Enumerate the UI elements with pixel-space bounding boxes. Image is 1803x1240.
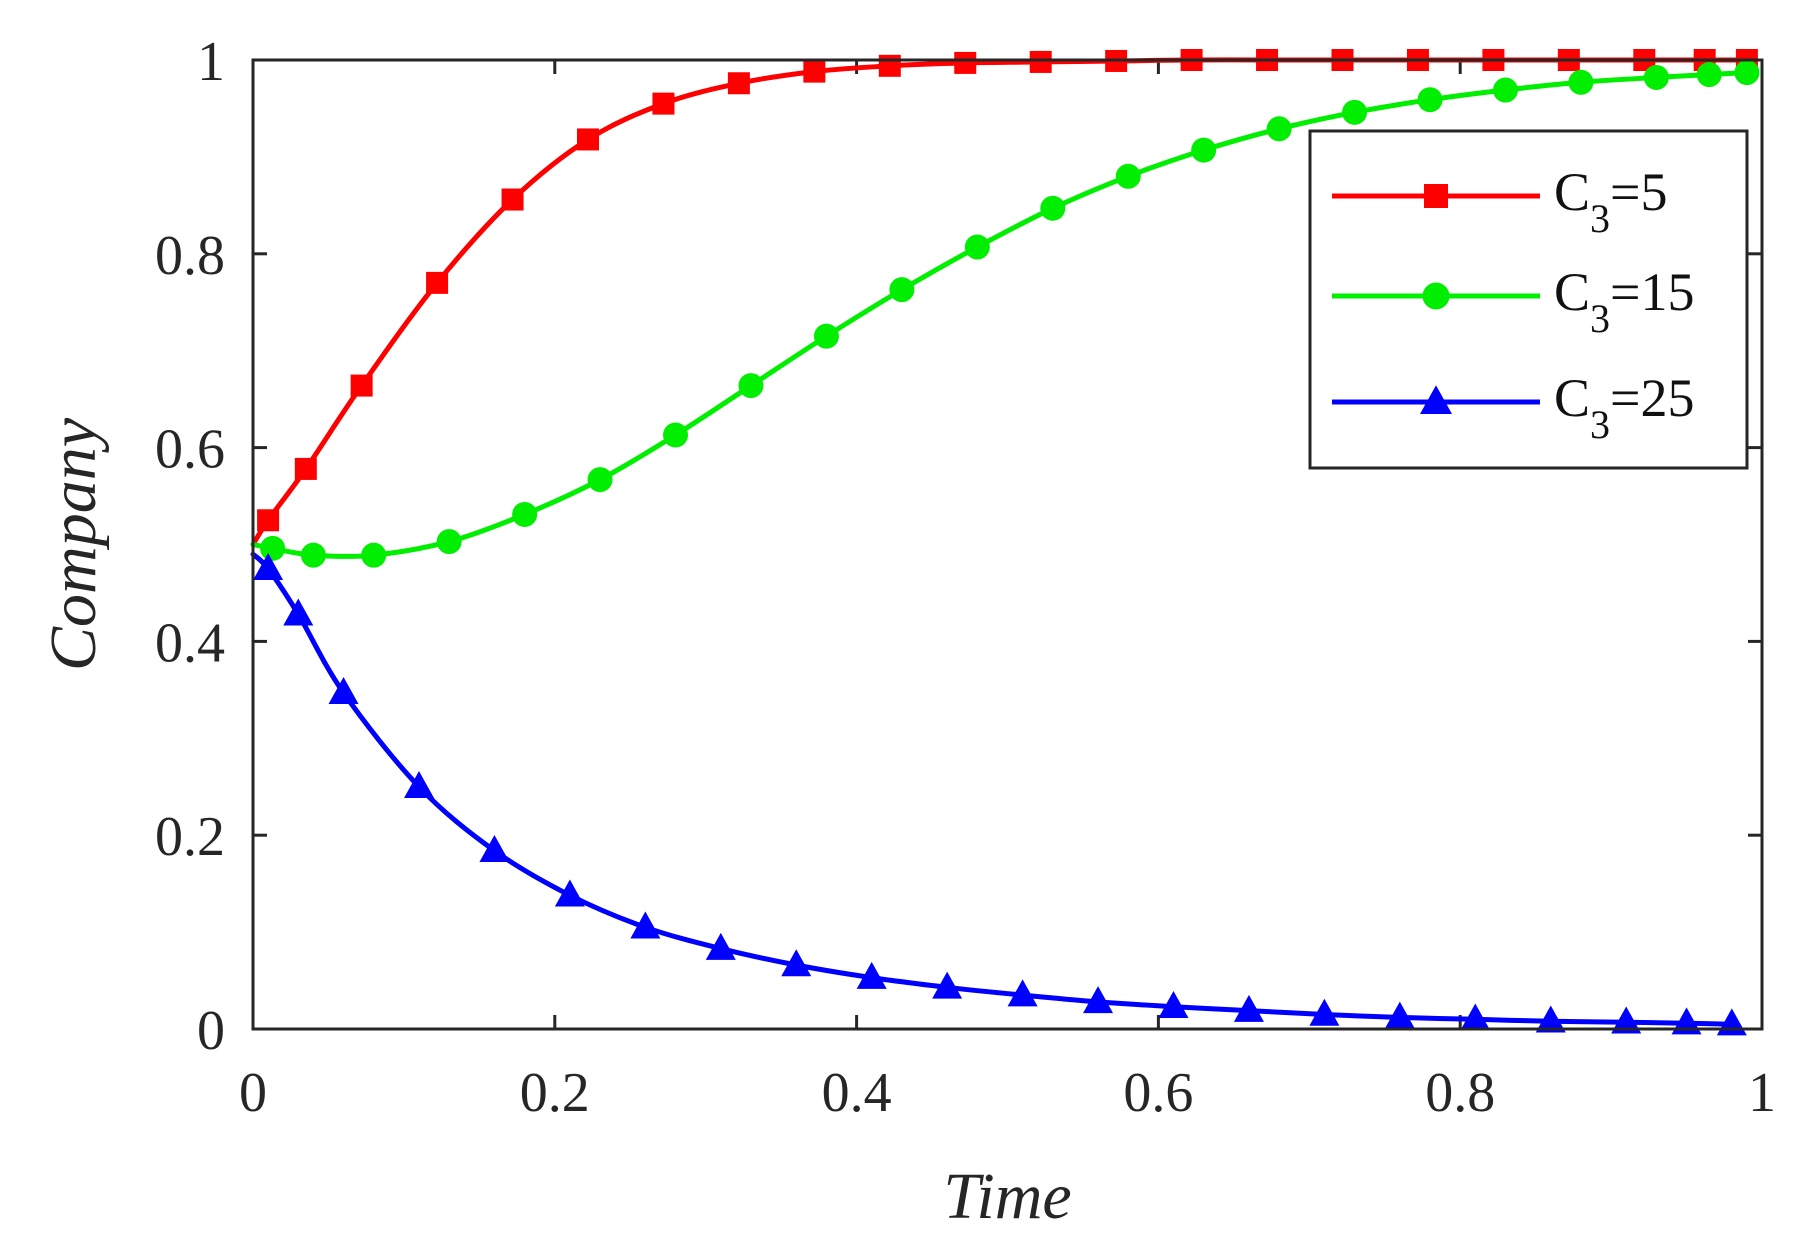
data-point [803,60,826,83]
data-point [630,911,661,939]
data-point [1007,979,1038,1007]
data-point [403,771,434,798]
series-2 [250,551,1747,1036]
data-point [781,949,812,977]
x-tick-label: 0.6 [1123,1062,1193,1124]
legend-label-main: C [1554,262,1590,322]
data-point [1266,116,1292,142]
legend-label-subscript: 3 [1590,196,1610,241]
data-point [1734,60,1760,86]
legend-marker [1422,282,1450,310]
data-point [1568,69,1594,95]
y-tick-label: 0.6 [155,419,225,481]
data-point [1191,137,1217,163]
data-point [705,932,736,960]
data-point [1384,1001,1415,1029]
data-point [856,961,887,989]
data-point [663,422,689,448]
data-point [350,374,373,397]
data-point [1158,990,1189,1018]
x-tick-label: 0.4 [822,1062,892,1124]
x-tick-label: 1 [1748,1062,1776,1124]
data-point [253,552,284,580]
x-axis-ticks: 0 0.2 0.4 0.6 0.8 1 [239,60,1776,1124]
series-1 [250,60,1760,568]
x-tick-label: 0.8 [1425,1062,1495,1124]
y-tick-label: 0.2 [155,806,225,868]
data-point [1535,1005,1566,1033]
data-point [954,51,977,74]
legend-entry: C3=5 [1332,162,1668,241]
legend-marker [1424,184,1448,208]
data-point [1309,998,1340,1026]
data-point [1611,1006,1642,1034]
data-point [1696,62,1722,88]
data-point [738,373,764,399]
legend-label: C3=5 [1554,162,1668,241]
legend-label-main: C [1554,368,1590,428]
data-point [1460,1003,1491,1031]
legend-label-subscript: 3 [1590,296,1610,341]
data-point [813,323,839,349]
data-point [576,128,599,151]
x-axis-label: Time [943,1160,1071,1233]
data-point [652,92,675,115]
data-point [1040,195,1066,221]
data-point [294,457,317,480]
data-point [587,467,613,493]
legend-label-rest: =25 [1610,368,1694,428]
legend-label: C3=15 [1554,262,1695,341]
y-axis-label: Company [37,417,110,671]
y-tick-label: 1 [197,31,225,93]
data-point [501,188,524,211]
legend-box [1308,129,1749,470]
legend-label-rest: =15 [1610,262,1694,322]
data-point [964,234,990,260]
y-tick-label: 0 [197,1000,225,1062]
x-tick-label: 0.2 [520,1062,590,1124]
data-point [1083,986,1114,1014]
data-point [257,509,280,532]
data-point [300,542,326,568]
legend-label-subscript: 3 [1590,402,1610,447]
series-layer [250,49,1760,1036]
plot-frame [251,58,1764,1031]
data-point [554,879,585,907]
data-point [436,529,462,555]
y-tick-label: 0.8 [155,225,225,287]
y-axis-ticks: 0 0.2 0.4 0.6 0.8 1 [155,31,1762,1062]
data-point [1643,64,1669,90]
legend-label-rest: =5 [1610,162,1667,222]
data-point [1342,99,1368,125]
legend-label: C3=25 [1554,368,1695,447]
data-point [328,677,359,705]
legend-entry: C3=15 [1332,262,1695,341]
data-point [426,271,449,294]
data-point [932,971,963,999]
legend-entry: C3=25 [1332,368,1695,447]
data-point [283,598,314,626]
data-point [1492,77,1518,103]
data-point [1115,163,1141,189]
data-point [1233,994,1264,1022]
data-point [889,277,915,303]
data-point [727,72,750,95]
data-point [512,501,538,527]
x-tick-label: 0 [239,1062,267,1124]
data-point [260,535,286,561]
y-tick-label: 0.4 [155,612,225,674]
data-point [361,542,387,568]
legend-marker [1420,385,1452,414]
legend-label-main: C [1554,162,1590,222]
data-point [1417,87,1443,113]
data-point [878,54,901,77]
data-point [1029,50,1052,73]
data-point [479,834,510,862]
